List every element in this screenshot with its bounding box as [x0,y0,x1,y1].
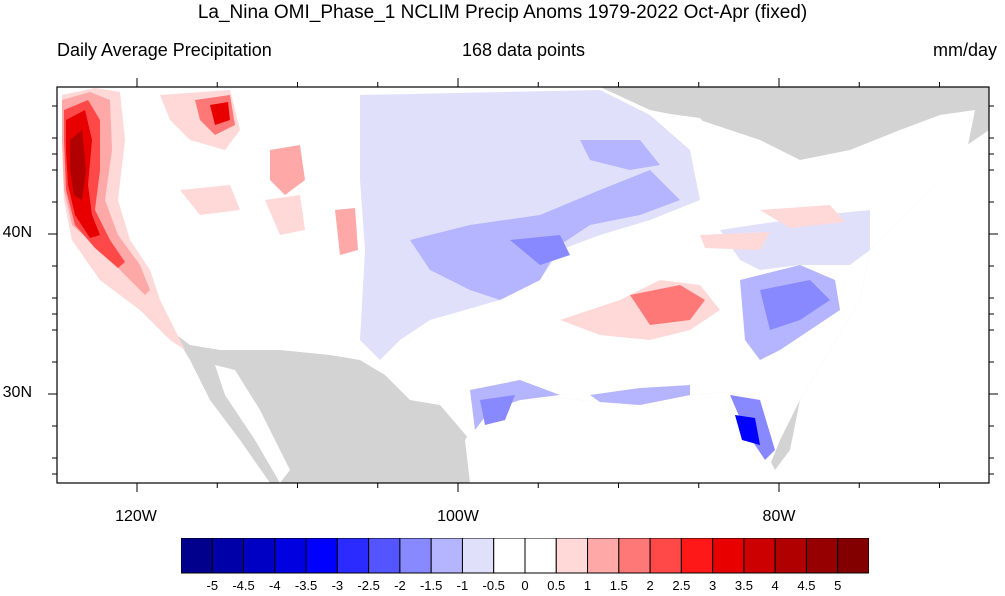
colorbar-box [461,538,495,574]
colorbar-level-label: -4 [269,578,281,593]
colorbar-box [587,538,620,574]
colorbar-box [274,538,307,574]
colorbar-box [430,538,463,574]
colorbar-level-label: 5 [834,578,842,593]
colorbar-box [712,538,745,574]
colorbar-level-label: -3.5 [294,578,318,593]
colorbar-box [336,538,370,574]
center-subtitle: 168 data points [461,40,586,60]
colorbar-box [618,538,651,574]
colorbar-level-label: 1.5 [609,578,628,593]
colorbar-box [305,538,338,574]
colorbar-level-label: -2.5 [357,578,380,593]
colorbar-box [805,538,839,574]
colorbar-box [493,538,526,574]
colorbar-level-label: 2.5 [672,578,691,593]
colorbar-level-label: 0 [521,578,529,593]
colorbar-level-label: 4.5 [797,578,816,593]
central-wet-anomaly [560,205,845,340]
lon-label-120w: 120W [115,508,157,525]
colorbar [181,538,869,574]
colorbar-box [243,538,276,574]
colorbar-level-label: 0.5 [547,578,566,593]
map-title: La_Nina OMI_Phase_1 NCLIM Precip Anoms 1… [197,2,808,23]
left-subtitle: Daily Average Precipitation [57,40,272,60]
colorbar-box [837,538,869,574]
colorbar-level-label: 2 [646,578,654,593]
west-coast-wet-anomaly [62,88,358,350]
colorbar-box [555,538,589,574]
colorbar-level-label: -0.5 [482,578,505,593]
colorbar-box [680,538,714,574]
colorbar-box [368,538,401,574]
colorbar-level-label: 1 [583,578,592,593]
lon-label-100w: 100W [437,508,479,525]
colorbar-level-label: -3 [331,578,344,593]
colorbar-level-label: -2 [394,578,406,593]
map-frame [56,86,990,484]
colorbar-box [181,538,213,574]
colorbar-box [774,538,807,574]
colorbar-level-label: -5 [206,578,219,593]
colorbar-level-label: -1.5 [419,578,443,593]
pacific-ocean [57,87,270,483]
gulf-atlantic-water [465,130,989,483]
colorbar-box [649,538,682,574]
lat-label-40n: 40N [2,224,32,241]
gulf-of-california [215,365,290,483]
lon-label-80w: 80W [762,508,796,525]
colorbar-level-label: -4.5 [232,578,255,593]
colorbar-level-label: 3.5 [734,578,753,593]
lat-label-30n: 30N [2,384,32,401]
colorbar-level-label: -1 [456,578,469,593]
colorbar-box [399,538,432,574]
colorbar-box [524,538,557,574]
map-ticks [48,78,998,492]
colorbar-box [211,538,245,574]
units-label: mm/day [932,40,997,60]
colorbar-level-label: 3 [709,578,717,593]
central-dry-anomaly [360,90,870,460]
colorbar-box [743,538,776,574]
colorbar-level-label: 4 [771,578,779,593]
